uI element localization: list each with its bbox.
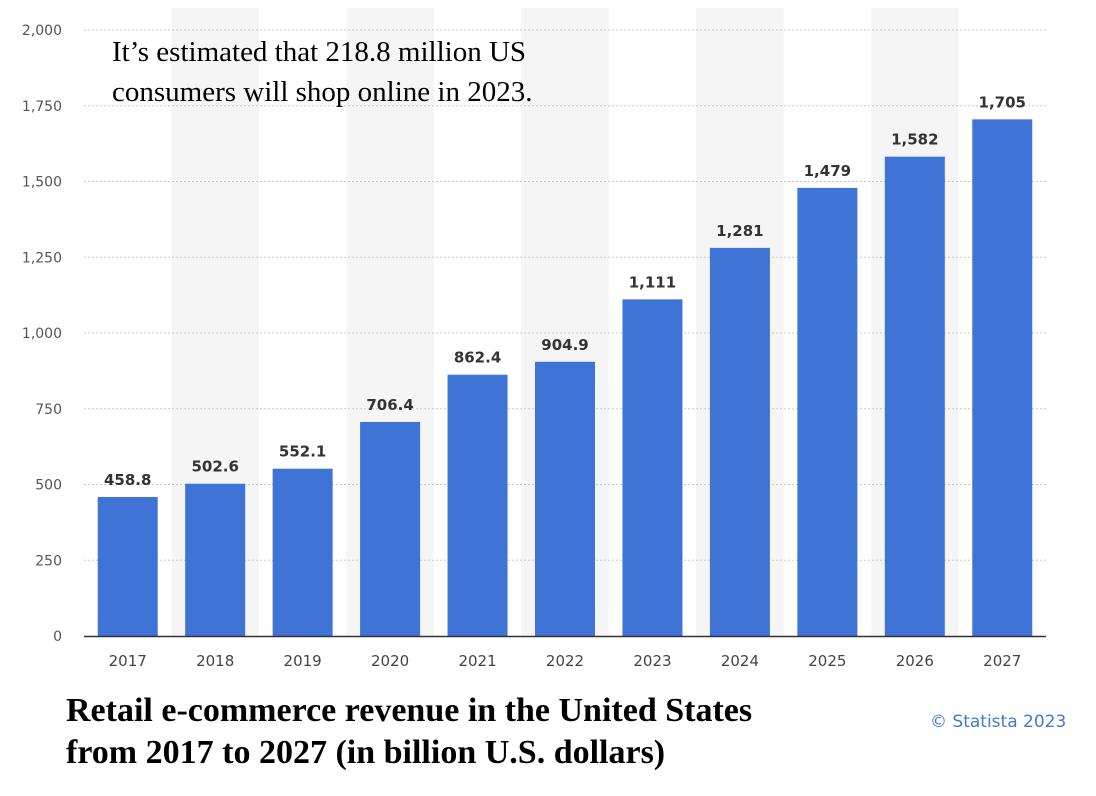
data-label-2025: 1,479	[804, 162, 851, 180]
y-tick-label: 1,000	[22, 326, 62, 342]
x-tick-label: 2020	[371, 652, 409, 670]
bar-2023	[622, 299, 683, 636]
data-label-2026: 1,582	[891, 131, 938, 149]
data-label-2017: 458.8	[104, 471, 151, 489]
data-label-2020: 706.4	[366, 396, 413, 414]
x-tick-label: 2023	[633, 652, 671, 670]
annotation-line-1: It’s estimated that 218.8 million US	[112, 36, 527, 68]
bar-chart: 0 250 500 750 1,000 1,250 1,500 1,750 2,000 458.…	[21, 23, 1046, 670]
chart-title-line-1: Retail e-commerce revenue in the United …	[66, 692, 753, 729]
y-axis-ticks: 0 250 500 750 1,000 1,250 1,500 1,750 2,000	[22, 23, 62, 645]
data-label-2021: 862.4	[454, 349, 501, 367]
x-tick-label: 2025	[808, 652, 846, 670]
x-tick-label: 2026	[896, 652, 934, 670]
bar-2024	[709, 247, 770, 636]
y-tick-label: 250	[35, 553, 62, 569]
y-tick-label: 2,000	[22, 23, 62, 39]
data-label-2022: 904.9	[541, 336, 588, 354]
y-tick-label: 500	[35, 478, 62, 494]
x-axis-ticks: 2017 2018 2019 2020 2021 2022 2023 2024 2025 2026…	[109, 652, 1022, 670]
source-credit: © Statista 2023	[930, 712, 1067, 732]
bar-2019	[272, 468, 333, 636]
bar-2021	[447, 374, 508, 636]
chart-annotation: It’s estimated that 218.8 million US con…	[112, 32, 672, 112]
data-labels: 458.8 502.6 552.1 706.4 862.4 904.9 1,111 1,281…	[104, 93, 1026, 489]
data-label-2024: 1,281	[716, 222, 763, 240]
data-label-2023: 1,111	[629, 273, 676, 291]
x-tick-label: 2017	[109, 652, 147, 670]
y-tick-label: 750	[35, 402, 62, 418]
x-tick-label: 2019	[284, 652, 322, 670]
x-tick-label: 2024	[721, 652, 759, 670]
bar-2020	[360, 421, 421, 636]
bar-2025	[797, 187, 858, 636]
x-tick-label: 2021	[458, 652, 496, 670]
chart-title-line-2: from 2017 to 2027 (in billion U.S. dolla…	[66, 734, 666, 771]
x-tick-label: 2022	[546, 652, 584, 670]
y-tick-label: 1,250	[22, 250, 62, 266]
bar-2022	[535, 361, 595, 636]
data-label-2027: 1,705	[979, 93, 1026, 111]
y-tick-label: 1,500	[22, 175, 62, 191]
x-tick-label: 2027	[983, 652, 1021, 670]
bar-2027	[972, 119, 1033, 636]
annotation-line-2: consumers will shop online in 2023.	[112, 76, 533, 108]
y-tick-label: 1,750	[22, 99, 62, 115]
y-tick-label: 0	[53, 629, 62, 645]
data-label-2018: 502.6	[191, 458, 238, 476]
bar-2017	[97, 496, 158, 636]
bar-2018	[185, 483, 246, 636]
chart-title: Retail e-commerce revenue in the United …	[66, 690, 906, 774]
bars	[97, 119, 1033, 637]
bar-2026	[884, 156, 945, 637]
x-tick-label: 2018	[196, 652, 234, 670]
data-label-2019: 552.1	[279, 443, 326, 461]
